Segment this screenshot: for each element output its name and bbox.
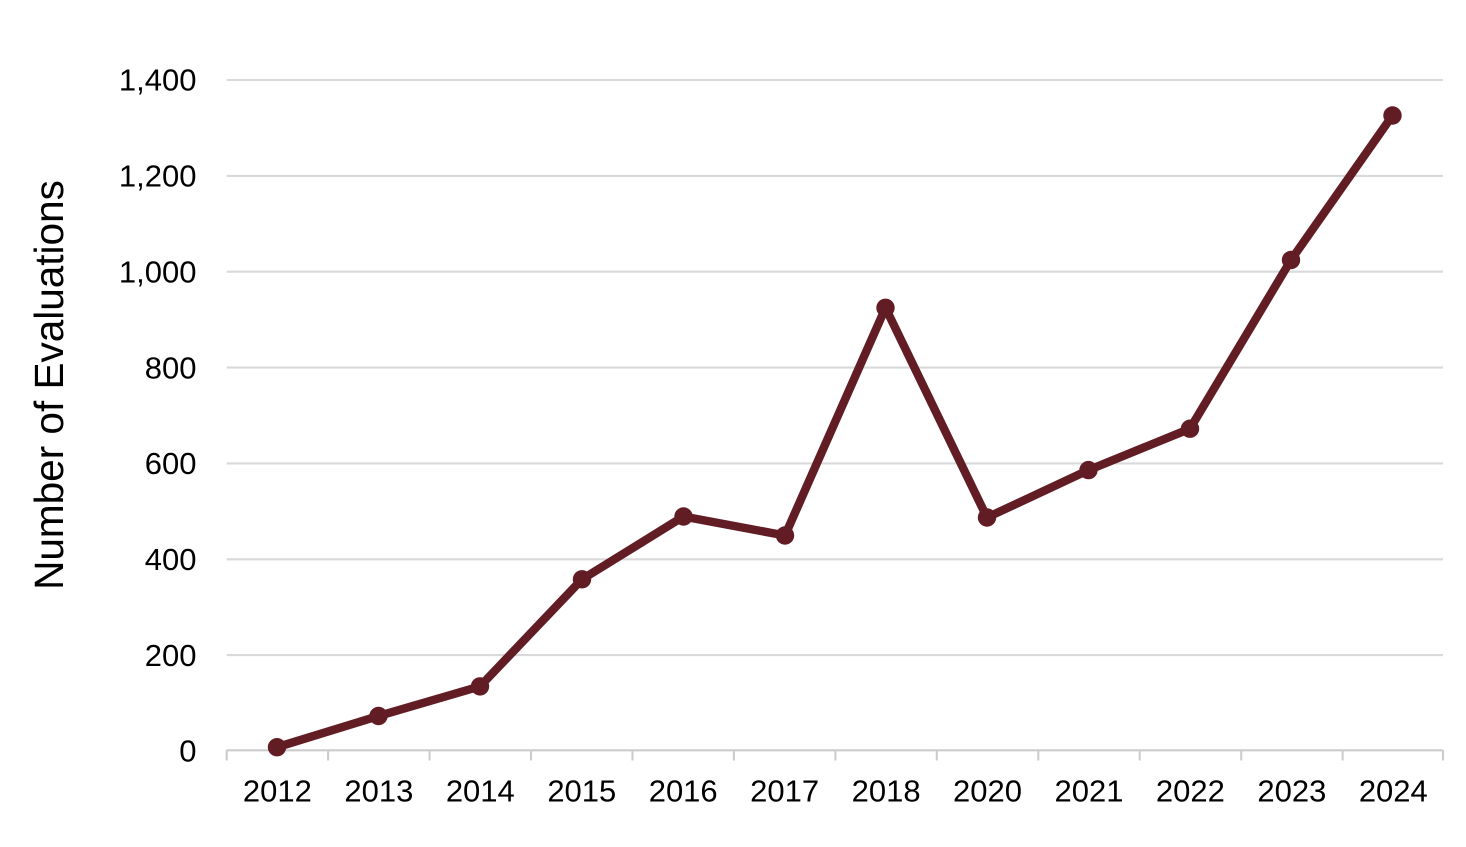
svg-text:2013: 2013 [344,774,413,809]
svg-text:1,200: 1,200 [119,159,197,194]
svg-text:1,000: 1,000 [119,254,197,289]
svg-text:Number of Evaluations: Number of Evaluations [26,180,72,590]
svg-text:2012: 2012 [243,774,312,809]
svg-text:2016: 2016 [649,774,718,809]
svg-text:2023: 2023 [1257,774,1326,809]
svg-text:2015: 2015 [547,774,616,809]
svg-text:2022: 2022 [1156,774,1225,809]
svg-text:1,400: 1,400 [119,63,197,98]
svg-text:600: 600 [145,446,197,481]
svg-text:0: 0 [179,734,196,769]
svg-text:2014: 2014 [446,774,515,809]
svg-text:200: 200 [145,638,197,673]
svg-text:2020: 2020 [953,774,1022,809]
svg-text:2017: 2017 [750,774,819,809]
svg-text:800: 800 [145,350,197,385]
svg-text:2021: 2021 [1055,774,1124,809]
svg-text:400: 400 [145,542,197,577]
svg-text:2024: 2024 [1359,774,1428,809]
svg-text:2018: 2018 [852,774,921,809]
